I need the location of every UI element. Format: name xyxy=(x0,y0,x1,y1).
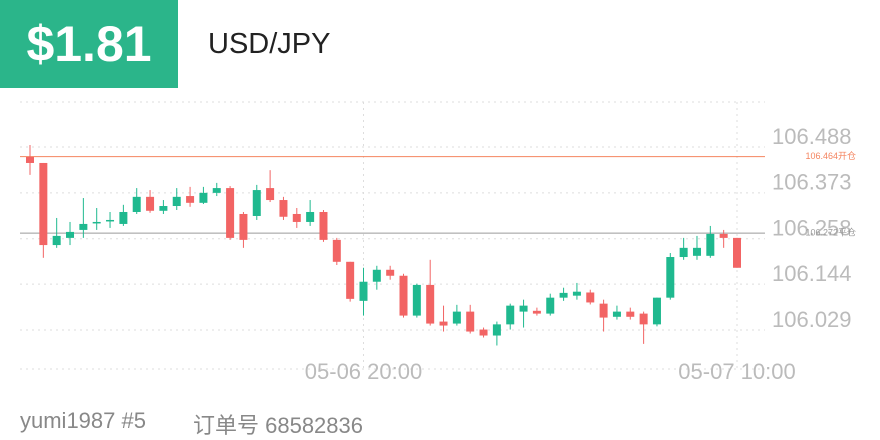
candle-body xyxy=(239,213,248,240)
candle-body xyxy=(119,211,128,224)
candle-body xyxy=(679,247,688,258)
reference-label: 106.272平仓 xyxy=(805,226,856,237)
candle-body xyxy=(479,329,488,336)
candle-body xyxy=(79,223,88,230)
candle-body xyxy=(559,292,568,298)
candle-body xyxy=(132,196,141,212)
candle-body xyxy=(412,284,421,316)
candle-body xyxy=(666,257,675,298)
candle-body xyxy=(692,247,701,256)
candle-body xyxy=(532,310,541,314)
candle-body xyxy=(372,269,381,282)
candle-body xyxy=(612,311,621,317)
candle-body xyxy=(733,237,741,268)
candle-body xyxy=(599,303,608,318)
candle-body xyxy=(226,188,235,238)
candle-body xyxy=(386,269,395,276)
order-number: 订单号 68582836 xyxy=(193,413,363,438)
y-tick-label: 106.144 xyxy=(772,261,852,286)
candle-body xyxy=(452,311,461,324)
candle-body xyxy=(266,188,275,201)
candle-body xyxy=(52,235,61,246)
candle-body xyxy=(399,275,408,316)
candle-body xyxy=(159,206,168,211)
y-tick-label: 106.488 xyxy=(772,124,852,149)
user-name: yumi1987 #5 xyxy=(20,408,146,433)
candle-body xyxy=(719,233,728,238)
candle-body xyxy=(26,156,34,163)
candle-body xyxy=(212,188,221,193)
candle-body xyxy=(639,313,648,325)
candle-body xyxy=(319,211,328,240)
candle-body xyxy=(546,297,555,314)
candle-body xyxy=(519,305,528,312)
candle-body xyxy=(332,239,341,262)
candle-body xyxy=(199,192,208,203)
candle-body xyxy=(492,324,501,336)
candle-body xyxy=(359,281,368,301)
candle-body xyxy=(292,213,301,222)
candle-body xyxy=(346,261,355,299)
candle-body xyxy=(426,284,435,324)
candle-body xyxy=(186,196,195,203)
candle-body xyxy=(652,297,661,325)
candle-body xyxy=(106,219,115,222)
candle-body xyxy=(572,291,581,296)
y-tick-label: 106.373 xyxy=(772,170,852,195)
candle-body xyxy=(146,196,155,211)
candle-body xyxy=(466,311,475,332)
reference-label: 106.464开仓 xyxy=(805,150,856,161)
candle-body xyxy=(39,162,48,246)
chart: 106.029 106.144 106.258 106.373 106.488 05-06… xyxy=(20,101,856,384)
candle-body xyxy=(306,211,315,222)
symbol: USD/JPY xyxy=(208,28,331,60)
x-tick-label: 05-07 10:00 xyxy=(678,359,795,384)
candle-body xyxy=(586,292,595,303)
profit-amount: $1.81 xyxy=(0,0,178,88)
candle-body xyxy=(626,311,635,317)
x-tick-label: 05-06 20:00 xyxy=(305,359,422,384)
candle-body xyxy=(506,305,515,325)
y-tick-label: 106.258 xyxy=(772,216,852,241)
candle-body xyxy=(172,196,181,207)
candle-body xyxy=(279,200,288,217)
candle-body xyxy=(252,190,261,216)
candle-body xyxy=(439,321,448,326)
y-tick-label: 106.029 xyxy=(772,307,852,332)
candle-body xyxy=(92,221,101,224)
candle-body xyxy=(706,233,715,256)
candle-body xyxy=(66,231,75,238)
